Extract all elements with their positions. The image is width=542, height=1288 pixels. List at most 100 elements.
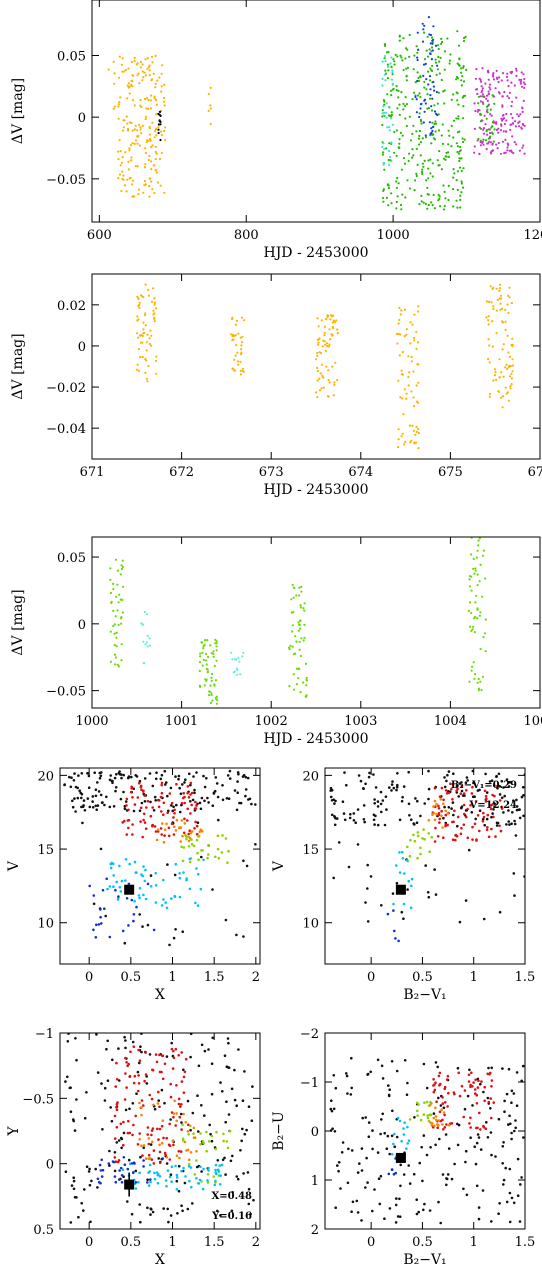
data-point bbox=[384, 79, 387, 82]
data-point bbox=[153, 191, 156, 195]
data-point bbox=[194, 800, 197, 804]
data-point bbox=[191, 1111, 195, 1115]
data-point bbox=[402, 413, 405, 416]
data-point bbox=[127, 924, 130, 927]
data-point bbox=[117, 601, 120, 604]
data-point bbox=[475, 1141, 479, 1145]
data-point bbox=[318, 377, 321, 380]
data-point bbox=[395, 85, 398, 88]
data-point bbox=[400, 850, 404, 854]
data-point bbox=[168, 1175, 172, 1179]
data-point bbox=[103, 803, 106, 807]
data-point bbox=[521, 146, 524, 149]
data-point bbox=[423, 838, 426, 841]
data-point bbox=[474, 817, 478, 821]
data-point bbox=[496, 784, 499, 788]
data-point bbox=[399, 333, 402, 336]
data-point bbox=[317, 341, 320, 344]
data-point bbox=[487, 319, 490, 322]
data-point bbox=[416, 831, 420, 834]
data-point bbox=[487, 90, 490, 93]
data-point bbox=[172, 816, 175, 819]
data-point bbox=[196, 851, 199, 855]
data-point bbox=[227, 1066, 231, 1069]
data-point bbox=[137, 369, 140, 372]
data-point bbox=[145, 107, 148, 110]
data-point bbox=[180, 1128, 183, 1131]
data-point bbox=[492, 120, 495, 123]
data-point bbox=[515, 96, 518, 99]
data-point bbox=[488, 83, 492, 86]
data-point bbox=[413, 1116, 416, 1119]
data-point bbox=[407, 879, 411, 883]
data-point bbox=[513, 1129, 516, 1133]
data-point bbox=[476, 1126, 479, 1130]
data-point bbox=[423, 1101, 426, 1104]
data-point bbox=[227, 1041, 230, 1045]
data-point bbox=[209, 1132, 212, 1136]
data-point bbox=[228, 777, 232, 780]
data-point bbox=[127, 1119, 130, 1123]
data-point bbox=[322, 376, 325, 379]
data-point bbox=[434, 130, 437, 133]
data-point bbox=[501, 119, 504, 122]
data-point bbox=[396, 107, 399, 110]
data-point bbox=[66, 1075, 69, 1079]
data-point bbox=[401, 193, 404, 196]
data-point bbox=[337, 841, 341, 844]
data-point bbox=[429, 33, 433, 37]
data-point bbox=[154, 130, 157, 133]
data-point bbox=[195, 1150, 198, 1153]
data-point bbox=[502, 130, 505, 133]
data-point bbox=[398, 1197, 401, 1201]
data-point bbox=[153, 320, 156, 323]
data-point bbox=[235, 658, 238, 661]
data-point bbox=[139, 104, 142, 107]
data-point bbox=[171, 1140, 175, 1143]
data-point bbox=[161, 822, 164, 825]
data-point bbox=[150, 180, 153, 183]
y-tick-label: 0 bbox=[311, 1125, 319, 1140]
data-point bbox=[189, 1124, 192, 1128]
data-point bbox=[210, 679, 213, 683]
data-point bbox=[387, 51, 390, 54]
data-point bbox=[221, 834, 224, 837]
data-point bbox=[368, 771, 371, 775]
y-axis-label: ΔV [mag] bbox=[10, 333, 26, 399]
data-point bbox=[141, 355, 144, 359]
data-point bbox=[410, 877, 414, 881]
data-point bbox=[336, 1164, 339, 1167]
data-point bbox=[120, 189, 123, 193]
data-point bbox=[82, 1209, 85, 1212]
data-point bbox=[153, 303, 156, 306]
data-point bbox=[163, 100, 166, 103]
data-point bbox=[505, 392, 508, 395]
data-point bbox=[450, 124, 453, 127]
data-point bbox=[109, 866, 113, 870]
data-point bbox=[408, 115, 411, 118]
data-point bbox=[416, 1109, 419, 1113]
data-point bbox=[440, 809, 443, 813]
data-point bbox=[227, 849, 230, 853]
data-point bbox=[142, 1146, 145, 1150]
data-point bbox=[118, 886, 122, 889]
data-point bbox=[429, 172, 432, 175]
data-point bbox=[147, 1171, 150, 1174]
data-point bbox=[151, 144, 154, 147]
data-point bbox=[408, 187, 411, 190]
data-point bbox=[183, 1181, 187, 1185]
data-point bbox=[128, 862, 131, 866]
data-point bbox=[114, 1085, 117, 1088]
data-point bbox=[72, 1118, 75, 1121]
data-point bbox=[345, 783, 348, 787]
data-point bbox=[146, 57, 149, 60]
data-point bbox=[146, 1181, 149, 1184]
data-point bbox=[210, 1139, 214, 1143]
data-point bbox=[460, 805, 464, 808]
data-point bbox=[508, 823, 511, 826]
data-point bbox=[486, 813, 490, 817]
data-point bbox=[414, 95, 417, 99]
data-point bbox=[241, 335, 244, 338]
data-point bbox=[504, 151, 507, 154]
data-point bbox=[127, 67, 130, 70]
